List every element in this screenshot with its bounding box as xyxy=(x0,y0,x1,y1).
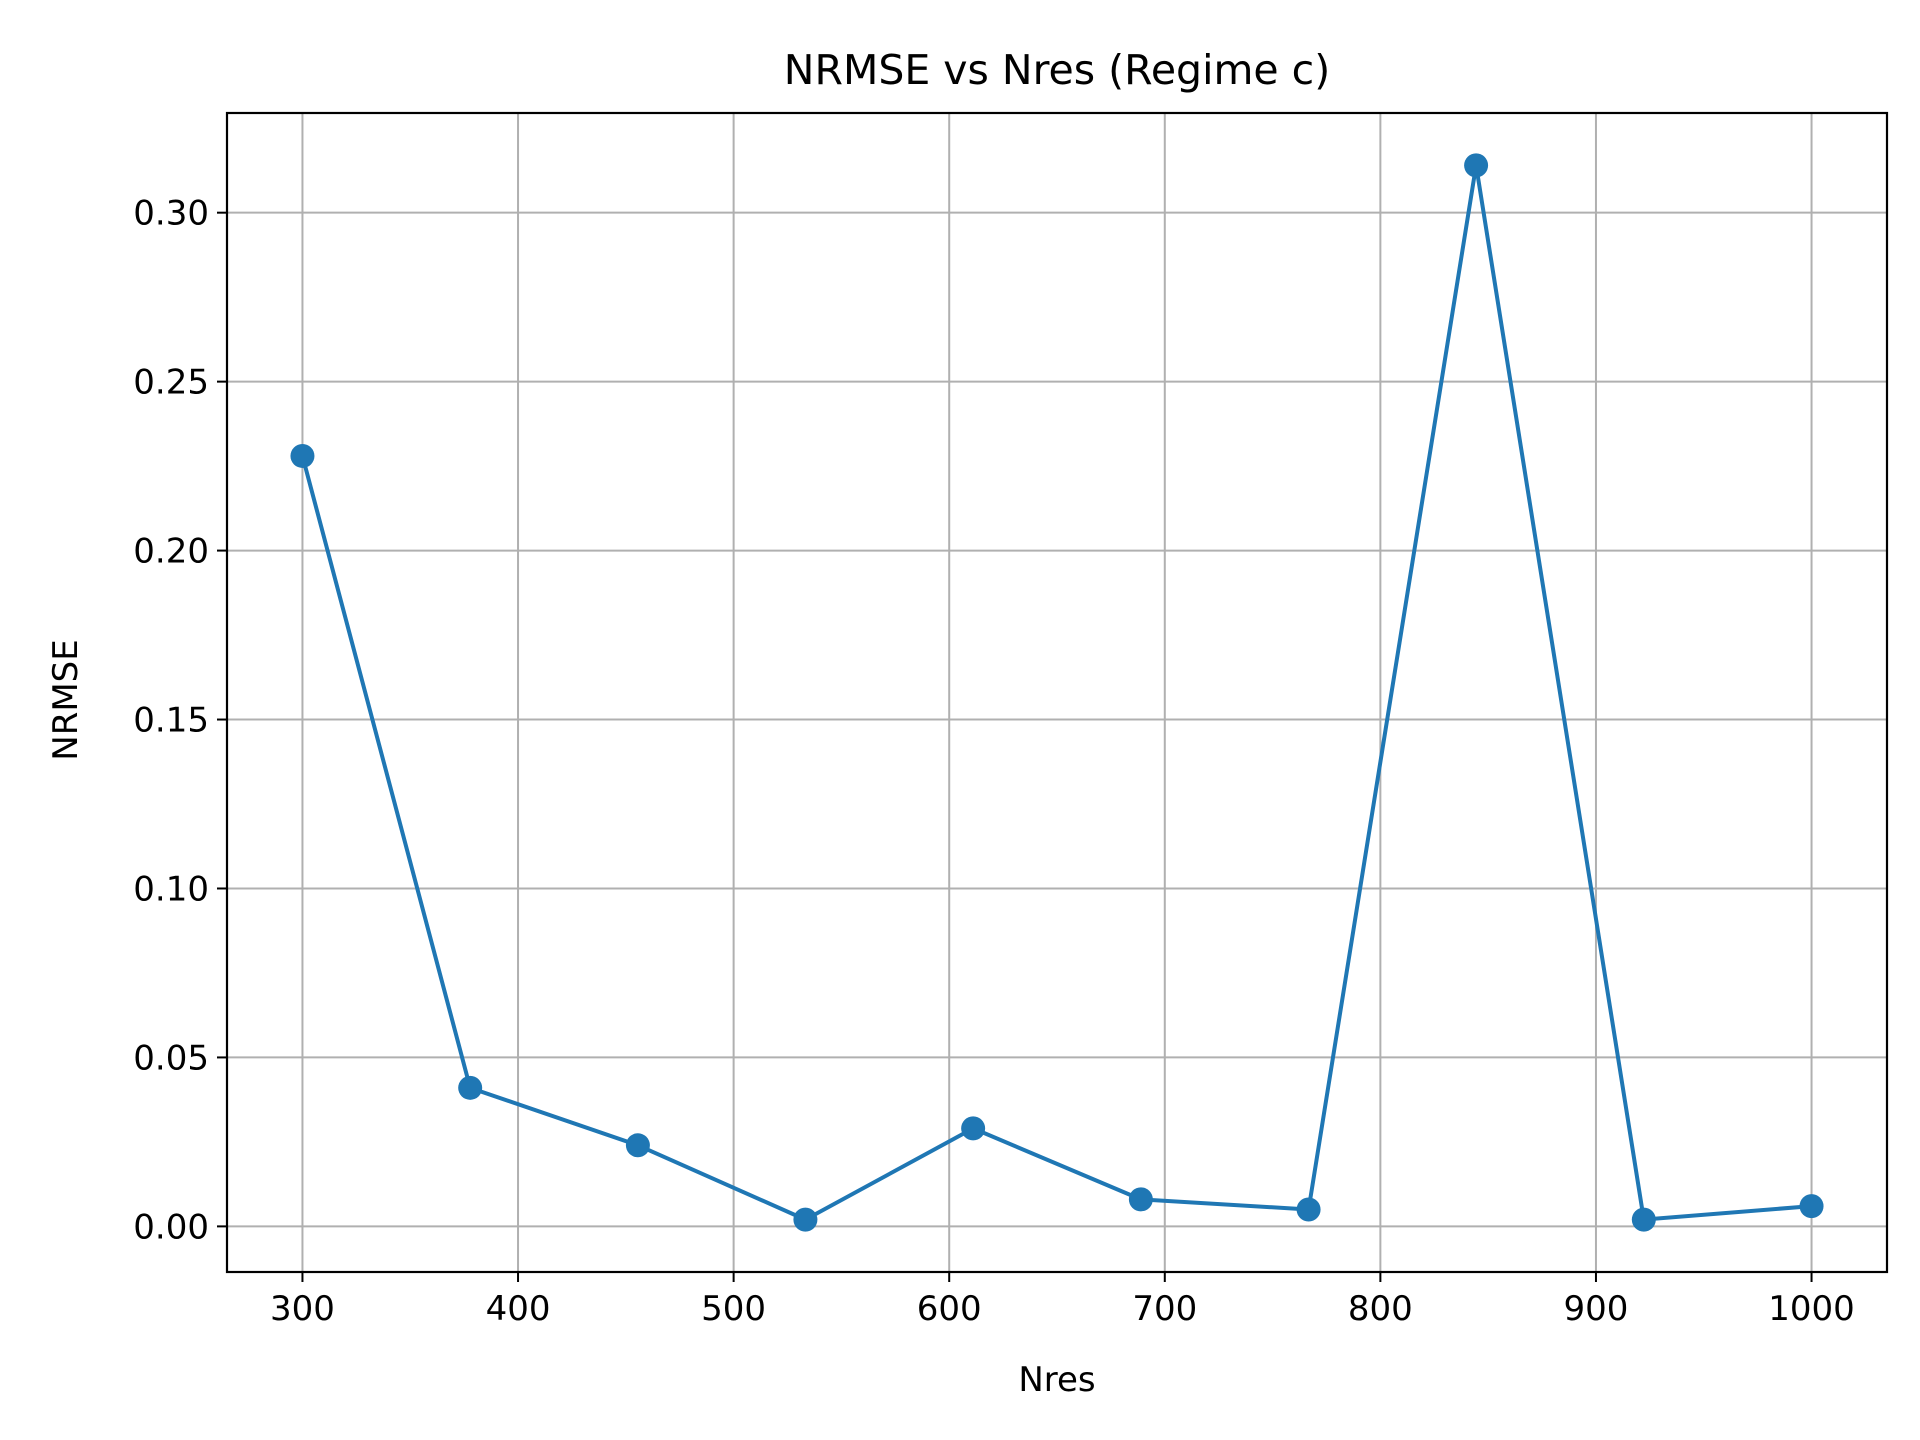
y-tick-label: 0.15 xyxy=(133,701,209,741)
y-tick-label: 0.20 xyxy=(133,532,209,572)
series-line xyxy=(300,163,1812,1222)
data-point xyxy=(625,1133,650,1158)
grid-lines xyxy=(227,113,1887,1272)
y-tick-label: 0.30 xyxy=(133,194,209,234)
data-point xyxy=(1799,1194,1824,1219)
axis-ticks: 300 400 500 600 700 800 900 1000 0.00 0.05 0.10 0.1… xyxy=(133,194,1855,1329)
data-point xyxy=(1296,1197,1321,1222)
y-tick-label: 0.10 xyxy=(133,869,209,909)
plot-frame xyxy=(225,111,1889,1274)
data-point xyxy=(793,1207,818,1232)
data-point xyxy=(290,443,315,468)
data-point xyxy=(458,1075,483,1100)
y-axis-label: NRMSE xyxy=(46,639,86,760)
x-tick-label: 800 xyxy=(1348,1289,1413,1329)
data-point xyxy=(961,1116,986,1141)
x-axis-label: Nres xyxy=(1018,1360,1095,1400)
x-tick-label: 1000 xyxy=(1768,1289,1855,1329)
x-tick-label: 300 xyxy=(270,1289,335,1329)
x-tick-label: 900 xyxy=(1564,1289,1629,1329)
data-point xyxy=(1631,1207,1656,1232)
y-tick-label: 0.05 xyxy=(133,1038,209,1078)
series-layer xyxy=(290,153,1824,1232)
x-tick-label: 600 xyxy=(917,1289,982,1329)
y-tick-label: 0.00 xyxy=(133,1207,209,1247)
data-point xyxy=(1128,1187,1153,1212)
x-tick-label: 500 xyxy=(701,1289,766,1329)
x-tick-label: 400 xyxy=(486,1289,551,1329)
y-tick-label: 0.25 xyxy=(133,363,209,403)
chart-title: NRMSE vs Nres (Regime c) xyxy=(784,46,1330,94)
x-tick-label: 700 xyxy=(1132,1289,1197,1329)
data-point xyxy=(1464,153,1489,178)
